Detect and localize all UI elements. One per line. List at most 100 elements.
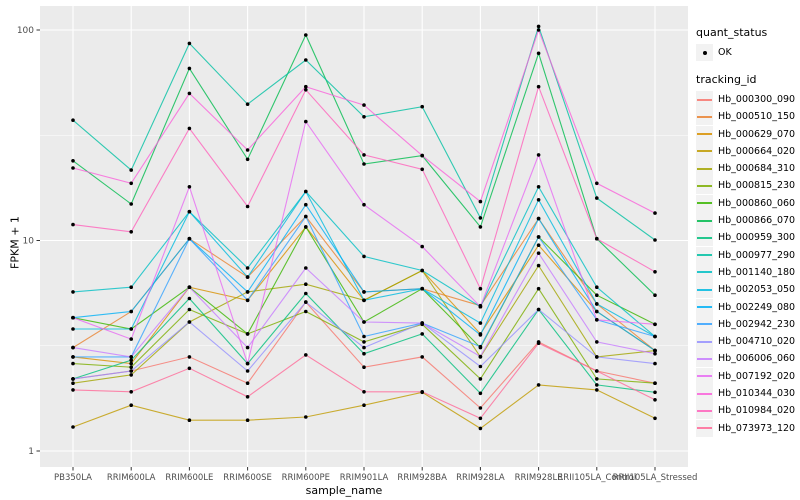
data-point[interactable] bbox=[653, 361, 657, 366]
legend-item-Hb_073973_120[interactable]: Hb_073973_120 bbox=[696, 419, 800, 437]
data-point[interactable] bbox=[245, 148, 250, 152]
data-point[interactable] bbox=[653, 322, 657, 327]
legend-item-Hb_002942_230[interactable]: Hb_002942_230 bbox=[696, 315, 800, 333]
data-point[interactable] bbox=[653, 351, 657, 356]
data-point[interactable] bbox=[71, 361, 75, 366]
data-point[interactable] bbox=[536, 216, 541, 221]
data-point[interactable] bbox=[478, 286, 483, 291]
data-point[interactable] bbox=[478, 391, 483, 396]
data-point[interactable] bbox=[245, 332, 250, 336]
data-point[interactable] bbox=[245, 290, 250, 294]
data-point[interactable] bbox=[362, 202, 366, 207]
data-point[interactable] bbox=[71, 425, 75, 429]
data-point[interactable] bbox=[653, 211, 657, 215]
data-point[interactable] bbox=[536, 251, 541, 255]
data-point[interactable] bbox=[129, 355, 133, 359]
data-point[interactable] bbox=[362, 403, 366, 408]
data-point[interactable] bbox=[595, 377, 599, 381]
data-point[interactable] bbox=[187, 355, 192, 359]
data-point[interactable] bbox=[653, 270, 657, 274]
data-point[interactable] bbox=[362, 351, 366, 356]
data-point[interactable] bbox=[129, 358, 133, 363]
data-point[interactable] bbox=[71, 388, 75, 392]
data-point[interactable] bbox=[187, 320, 192, 324]
data-point[interactable] bbox=[71, 222, 75, 227]
data-point[interactable] bbox=[362, 340, 366, 344]
data-point[interactable] bbox=[536, 235, 541, 239]
data-point[interactable] bbox=[420, 268, 425, 273]
data-point[interactable] bbox=[245, 275, 250, 279]
data-point[interactable] bbox=[653, 381, 657, 386]
data-point[interactable] bbox=[129, 390, 133, 394]
legend-item-Hb_010344_030[interactable]: Hb_010344_030 bbox=[696, 385, 800, 403]
data-point[interactable] bbox=[187, 285, 192, 290]
data-point[interactable] bbox=[536, 24, 541, 29]
data-point[interactable] bbox=[536, 51, 541, 56]
data-point[interactable] bbox=[304, 415, 308, 419]
data-point[interactable] bbox=[478, 426, 483, 431]
data-point[interactable] bbox=[478, 406, 483, 410]
legend-item-Hb_000977_290[interactable]: Hb_000977_290 bbox=[696, 246, 800, 264]
data-point[interactable] bbox=[304, 291, 308, 296]
legend-item-Hb_010984_020[interactable]: Hb_010984_020 bbox=[696, 402, 800, 420]
data-point[interactable] bbox=[129, 369, 133, 373]
data-point[interactable] bbox=[187, 126, 192, 131]
data-point[interactable] bbox=[129, 337, 133, 341]
data-point[interactable] bbox=[420, 321, 425, 325]
data-point[interactable] bbox=[478, 416, 483, 421]
data-point[interactable] bbox=[304, 353, 308, 357]
data-point[interactable] bbox=[71, 159, 75, 163]
legend-item-Hb_000959_300[interactable]: Hb_000959_300 bbox=[696, 229, 800, 247]
data-point[interactable] bbox=[71, 377, 75, 381]
data-point[interactable] bbox=[129, 230, 133, 234]
data-point[interactable] bbox=[245, 395, 250, 399]
data-point[interactable] bbox=[653, 293, 657, 298]
legend-item-Hb_000664_020[interactable]: Hb_000664_020 bbox=[696, 142, 800, 160]
data-point[interactable] bbox=[187, 91, 192, 96]
data-point[interactable] bbox=[71, 118, 75, 122]
legend-item-Hb_000510_150[interactable]: Hb_000510_150 bbox=[696, 108, 800, 126]
data-point[interactable] bbox=[653, 398, 657, 402]
data-point[interactable] bbox=[362, 320, 366, 324]
data-point[interactable] bbox=[420, 332, 425, 336]
data-point[interactable] bbox=[129, 202, 133, 206]
data-point[interactable] bbox=[304, 119, 308, 124]
data-point[interactable] bbox=[595, 196, 599, 200]
data-point[interactable] bbox=[595, 383, 599, 387]
data-point[interactable] bbox=[129, 285, 133, 290]
data-point[interactable] bbox=[536, 28, 541, 32]
data-point[interactable] bbox=[245, 298, 250, 303]
data-point[interactable] bbox=[187, 209, 192, 214]
data-point[interactable] bbox=[536, 263, 541, 268]
data-point[interactable] bbox=[71, 327, 75, 331]
data-point[interactable] bbox=[362, 365, 366, 370]
data-point[interactable] bbox=[362, 115, 366, 119]
data-point[interactable] bbox=[245, 102, 250, 106]
data-point[interactable] bbox=[595, 302, 599, 306]
data-point[interactable] bbox=[420, 355, 425, 359]
data-point[interactable] bbox=[595, 388, 599, 392]
data-point[interactable] bbox=[304, 214, 308, 219]
data-point[interactable] bbox=[478, 216, 483, 220]
data-point[interactable] bbox=[362, 345, 366, 350]
data-point[interactable] bbox=[245, 204, 250, 209]
legend-item-Hb_000300_090[interactable]: Hb_000300_090 bbox=[696, 91, 800, 108]
data-point[interactable] bbox=[245, 157, 250, 162]
data-point[interactable] bbox=[187, 185, 192, 189]
data-point[interactable] bbox=[595, 340, 599, 344]
legend-item-Hb_002249_080[interactable]: Hb_002249_080 bbox=[696, 298, 800, 316]
data-point[interactable] bbox=[245, 381, 250, 386]
data-point[interactable] bbox=[187, 366, 192, 371]
legend-item-Hb_000629_070[interactable]: Hb_000629_070 bbox=[696, 125, 800, 143]
data-point[interactable] bbox=[653, 390, 657, 395]
data-point[interactable] bbox=[653, 416, 657, 421]
legend-item-Hb_000860_060[interactable]: Hb_000860_060 bbox=[696, 194, 800, 212]
data-point[interactable] bbox=[129, 373, 133, 377]
data-point[interactable] bbox=[245, 369, 250, 373]
data-point[interactable] bbox=[362, 103, 366, 107]
legend-item-Hb_001140_180[interactable]: Hb_001140_180 bbox=[696, 263, 800, 281]
data-point[interactable] bbox=[129, 403, 133, 408]
legend-item-Hb_000815_230[interactable]: Hb_000815_230 bbox=[696, 177, 800, 195]
data-point[interactable] bbox=[536, 198, 541, 202]
data-point[interactable] bbox=[536, 307, 541, 312]
